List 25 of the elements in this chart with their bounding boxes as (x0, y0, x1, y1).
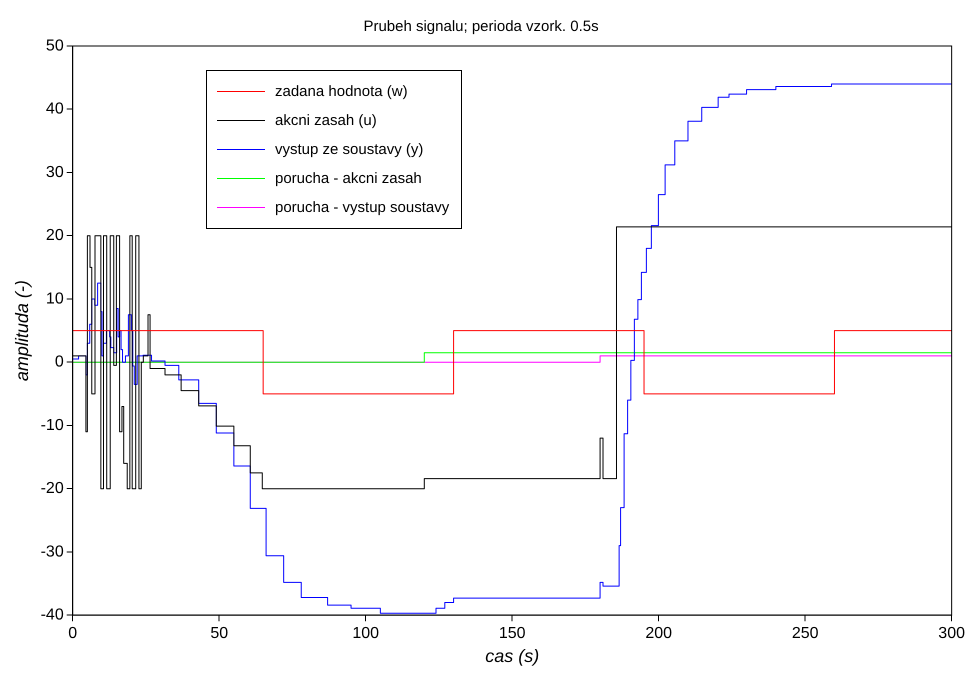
y-tick-label: -40 (40, 606, 64, 624)
y-tick-label: 50 (46, 37, 64, 54)
x-tick-label: 200 (645, 625, 672, 642)
y-tick-label: 40 (46, 100, 64, 118)
legend-label: zadana hodnota (w) (275, 83, 408, 100)
y-tick-label: 0 (54, 354, 64, 371)
y-tick-label: 20 (46, 227, 64, 244)
x-tick-label: 300 (938, 625, 966, 642)
x-tick-label: 100 (352, 625, 380, 642)
legend-label: porucha - vystup soustavy (275, 199, 450, 216)
y-tick-label: -10 (40, 416, 64, 434)
y-tick-label: 10 (46, 290, 64, 308)
legend-label: akcni zasah (u) (275, 112, 377, 129)
x-axis-title: cas (s) (485, 646, 540, 666)
x-tick-label: 250 (792, 625, 819, 642)
y-tick-label: 30 (46, 164, 64, 181)
y-axis-title: amplituda (-) (12, 280, 32, 382)
x-tick-label: 0 (68, 625, 78, 642)
chart-title: Prubeh signalu; perioda vzork. 0.5s (363, 18, 599, 36)
y-tick-label: -20 (40, 480, 64, 498)
y-tick-label: -30 (40, 543, 64, 560)
legend-label: vystup ze soustavy (y) (275, 141, 424, 158)
x-tick-label: 150 (498, 625, 526, 642)
legend-label: porucha - akcni zasah (275, 170, 422, 187)
x-tick-label: 50 (210, 625, 228, 642)
